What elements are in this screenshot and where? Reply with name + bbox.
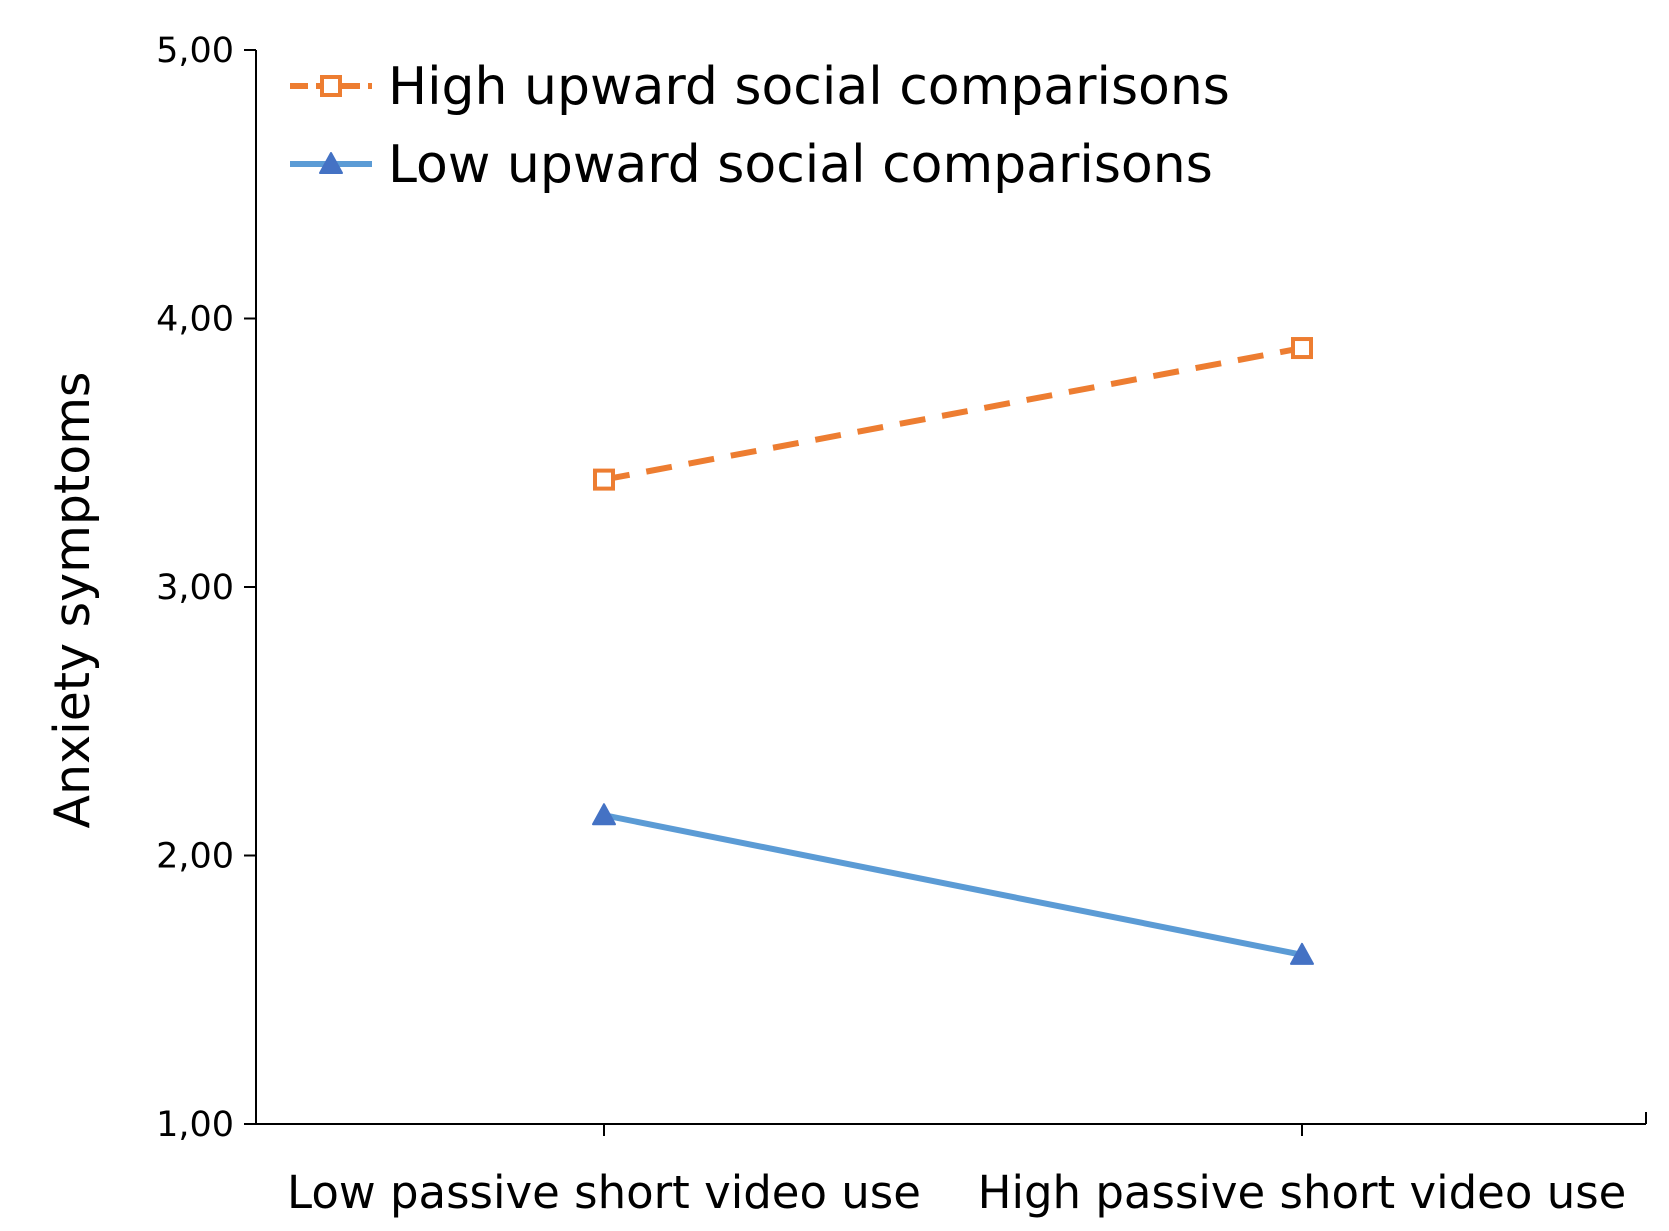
- legend: High upward social comparisons Low upward…: [290, 57, 1230, 195]
- axes: 1,00 2,00 3,00 4,00 5,00 Low passive short vi…: [156, 31, 1647, 1219]
- plot-series: [592, 337, 1314, 965]
- series-low-upward: [592, 803, 1314, 965]
- series-high-upward: [593, 337, 1313, 491]
- data-point: [1291, 337, 1313, 360]
- x-category-label: High passive short video use: [978, 1166, 1627, 1219]
- legend-label: Low upward social comparisons: [388, 135, 1213, 195]
- y-tick-label: 5,00: [156, 31, 234, 71]
- series-line: [603, 345, 1303, 483]
- y-tick-label: 4,00: [156, 300, 234, 340]
- data-point: [1290, 942, 1314, 965]
- legend-item: Low upward social comparisons: [290, 135, 1213, 195]
- x-category-label: Low passive short video use: [287, 1166, 921, 1219]
- legend-label: High upward social comparisons: [388, 57, 1230, 117]
- series-line: [603, 812, 1303, 958]
- y-axis-title: Anxiety symptoms: [44, 372, 101, 829]
- legend-swatch-marker: [319, 152, 343, 174]
- legend-swatch-marker: [320, 75, 342, 97]
- y-tick-label: 3,00: [156, 568, 234, 608]
- y-tick-label: 2,00: [156, 837, 234, 877]
- y-tick-label: 1,00: [156, 1105, 234, 1145]
- legend-item: High upward social comparisons: [290, 57, 1230, 117]
- data-point: [592, 803, 616, 826]
- data-point: [593, 468, 615, 491]
